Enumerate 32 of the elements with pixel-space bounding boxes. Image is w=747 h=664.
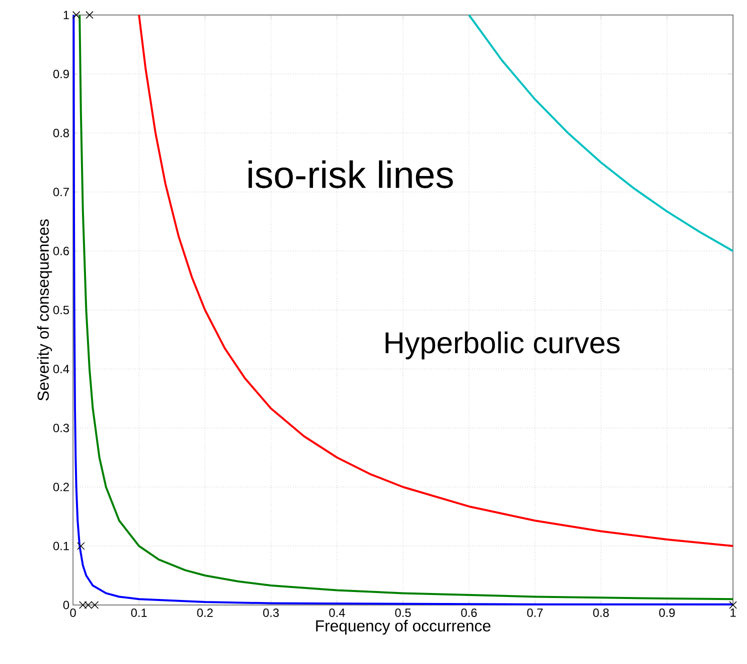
y-axis-title: Severity of consequences <box>37 219 52 401</box>
x-tick-label: 1 <box>730 608 736 617</box>
x-tick-label: 0.9 <box>659 608 675 617</box>
line-series <box>468 14 734 252</box>
y-tick-label: 0.1 <box>53 542 69 550</box>
y-tick-label: 0.2 <box>53 482 69 492</box>
y-tick-label: 0.5 <box>53 306 69 314</box>
point <box>77 542 85 550</box>
point <box>72 11 80 19</box>
annotation: Hyperbolic curves <box>386 331 620 360</box>
y-tick-label: 0.4 <box>53 364 70 374</box>
y-tick-label: 0 <box>63 600 70 610</box>
point <box>729 601 737 609</box>
annotation: iso-risk lines <box>248 160 453 188</box>
y-tick-label: 0.3 <box>53 424 69 432</box>
x-tick-label: 0.4 <box>329 608 345 617</box>
x-tick-label: 0.2 <box>197 608 213 617</box>
x-tick-label: 0 <box>70 608 76 617</box>
x-tick-label: 0.3 <box>263 608 279 617</box>
y-tick-label: 0.6 <box>53 246 69 256</box>
x-tick-label: 0.7 <box>527 608 543 617</box>
y-tick-label: 0.8 <box>53 128 69 138</box>
x-tick-label: 0.1 <box>131 608 147 617</box>
x-tick-label: 0.8 <box>593 608 609 617</box>
y-tick-label: 1 <box>64 10 69 20</box>
point <box>86 11 94 19</box>
y-tick-label: 0.9 <box>53 70 69 78</box>
y-tick-label: 0.7 <box>53 188 69 196</box>
x-tick-label: 0.5 <box>395 608 411 617</box>
line-series <box>138 14 734 547</box>
x-axis-title: Frequency of occurrence <box>316 620 490 635</box>
x-tick-label: 0.6 <box>461 608 477 617</box>
